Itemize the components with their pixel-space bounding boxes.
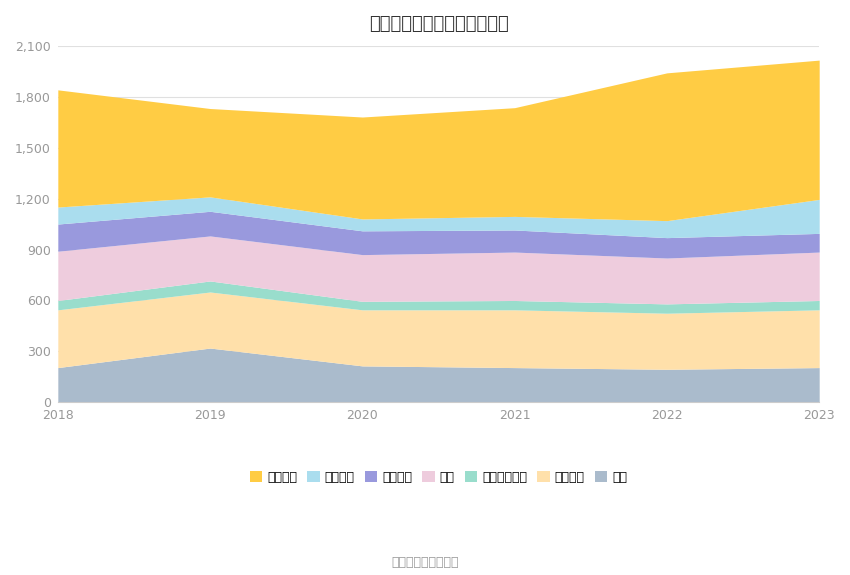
Legend: 货币资金, 应收账款, 预付款项, 存货, 长期股权投资, 固定资产, 其它: 货币资金, 应收账款, 预付款项, 存货, 长期股权投资, 固定资产, 其它	[245, 466, 632, 489]
Title: 历年主要资产堆积图（亿元）: 历年主要资产堆积图（亿元）	[369, 15, 508, 33]
Text: 数据来源：恒生聚源: 数据来源：恒生聚源	[391, 556, 459, 569]
